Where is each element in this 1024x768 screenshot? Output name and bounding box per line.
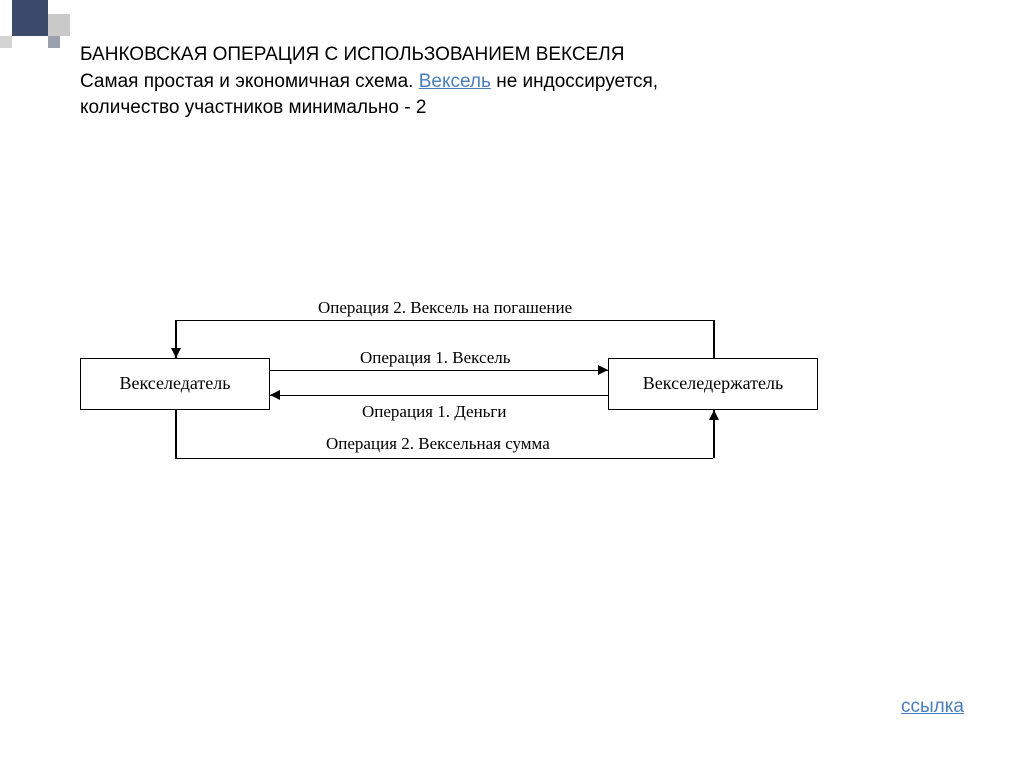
arrow-line xyxy=(270,395,608,397)
decoration-square xyxy=(0,36,12,48)
arrow-line xyxy=(175,320,713,322)
edge-label: Операция 2. Вексельная сумма xyxy=(326,434,550,454)
flowchart-node-left: Векселедатель xyxy=(80,358,270,410)
footer-link[interactable]: ссылка xyxy=(901,696,964,718)
flowchart-node-right: Векселедержатель xyxy=(608,358,818,410)
subtitle-line-1: Самая простая и экономичная схема. Вексе… xyxy=(80,69,964,96)
arrow-line xyxy=(713,320,715,358)
arrow-line xyxy=(175,410,177,458)
flowchart-diagram: Векселедатель Векселедержатель Операция 2.… xyxy=(80,262,880,522)
arrow-line xyxy=(270,370,608,372)
subtitle-after: не индоссируется, xyxy=(491,71,658,92)
header-text: БАНКОВСКАЯ ОПЕРАЦИЯ С ИСПОЛЬЗОВАНИЕМ ВЕК… xyxy=(80,42,964,122)
arrow-head-icon xyxy=(270,390,280,400)
arrow-line xyxy=(175,458,713,460)
slide-content: БАНКОВСКАЯ ОПЕРАЦИЯ С ИСПОЛЬЗОВАНИЕМ ВЕК… xyxy=(0,0,1024,522)
edge-label: Операция 1. Вексель xyxy=(360,348,511,368)
arrow-head-icon xyxy=(171,348,181,358)
edge-label: Операция 1. Деньги xyxy=(362,402,507,422)
veksel-link[interactable]: Вексель xyxy=(419,71,491,92)
arrow-head-icon xyxy=(598,365,608,375)
decoration-square xyxy=(48,36,60,48)
arrow-head-icon xyxy=(709,410,719,420)
subtitle-before: Самая простая и экономичная схема. xyxy=(80,71,419,92)
subtitle-line-2: количество участников минимально - 2 xyxy=(80,95,964,122)
title-line: БАНКОВСКАЯ ОПЕРАЦИЯ С ИСПОЛЬЗОВАНИЕМ ВЕК… xyxy=(80,42,964,69)
decoration-square xyxy=(48,14,70,36)
decoration-square xyxy=(12,0,48,36)
edge-label: Операция 2. Вексель на погашение xyxy=(318,298,572,318)
